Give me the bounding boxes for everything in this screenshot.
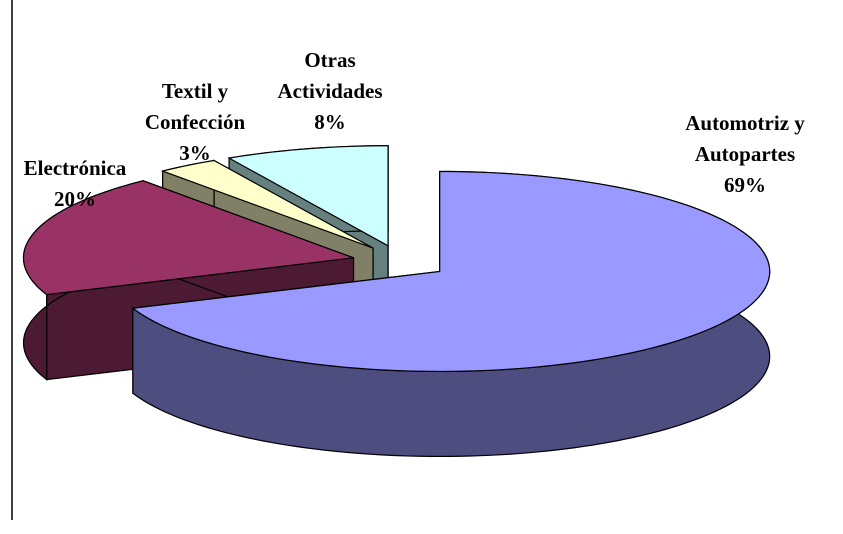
slice-value-label: 69% (724, 173, 766, 197)
slice-label: Automotriz y (685, 111, 805, 135)
slice-label: Otras (304, 48, 355, 72)
slice-label: Autopartes (695, 142, 795, 166)
slice (131, 170, 771, 373)
slice (227, 145, 389, 247)
slice-value-label: 20% (54, 187, 96, 211)
slice-value-label: 3% (179, 141, 211, 165)
slice-label: Actividades (278, 79, 383, 103)
slice-label: Electrónica (24, 156, 127, 180)
slice-label: Textil y (162, 79, 229, 103)
slice (22, 180, 354, 296)
slice-value-label: 8% (314, 110, 346, 134)
slice (160, 159, 374, 249)
slice-label: Confección (145, 110, 246, 134)
